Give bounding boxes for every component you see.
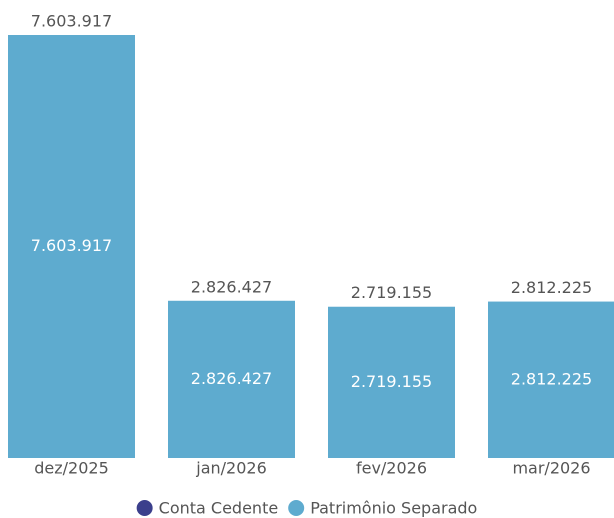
- legend-marker: [288, 500, 305, 516]
- total-label: 2.826.427: [191, 277, 272, 296]
- legend-label: Conta Cedente: [159, 499, 279, 518]
- total-label: 2.719.155: [351, 283, 432, 302]
- legend-marker: [136, 500, 153, 516]
- total-label: 7.603.917: [31, 12, 112, 31]
- bar-segment: [488, 301, 614, 458]
- x-tick-label: mar/2026: [512, 459, 590, 478]
- x-tick-label: fev/2026: [356, 459, 427, 478]
- bar-segment: [328, 306, 455, 458]
- bar-segment: [8, 35, 135, 458]
- segment-label: 2.719.155: [351, 372, 432, 391]
- segment-label: 2.826.427: [191, 369, 272, 388]
- x-tick-label: jan/2026: [195, 459, 267, 478]
- legend-label: Patrimônio Separado: [310, 499, 477, 518]
- segment-label: 2.812.225: [511, 369, 592, 388]
- segment-label: 7.603.917: [31, 236, 112, 255]
- bar-segment: [168, 300, 295, 458]
- x-tick-label: dez/2025: [34, 459, 109, 478]
- total-label: 2.812.225: [511, 278, 592, 297]
